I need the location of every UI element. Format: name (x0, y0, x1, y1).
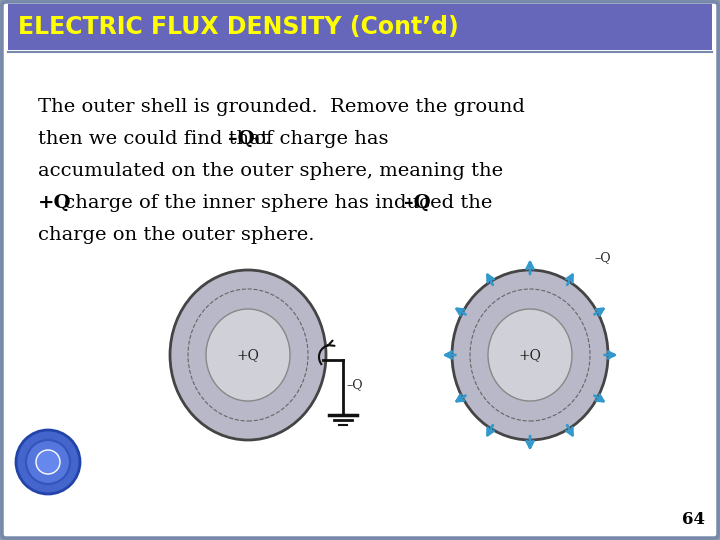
Text: 64: 64 (682, 511, 705, 529)
Ellipse shape (488, 309, 572, 401)
Ellipse shape (206, 309, 290, 401)
Text: then we could find that: then we could find that (38, 130, 275, 148)
Ellipse shape (452, 270, 608, 440)
Circle shape (36, 450, 60, 474)
Text: +Q: +Q (38, 194, 71, 212)
Text: –Q: –Q (595, 252, 611, 265)
Text: –Q: –Q (228, 130, 255, 148)
Text: The outer shell is grounded.  Remove the ground: The outer shell is grounded. Remove the … (38, 98, 525, 116)
Text: ELECTRIC FLUX DENSITY (Cont’d): ELECTRIC FLUX DENSITY (Cont’d) (18, 15, 459, 39)
Circle shape (16, 430, 80, 494)
Text: accumulated on the outer sphere, meaning the: accumulated on the outer sphere, meaning… (38, 162, 503, 180)
Text: –Q: –Q (346, 379, 363, 392)
Text: +Q: +Q (518, 348, 541, 362)
FancyBboxPatch shape (8, 4, 712, 50)
Text: charge on the outer sphere.: charge on the outer sphere. (38, 226, 315, 244)
Text: +Q: +Q (237, 348, 259, 362)
Text: of charge has: of charge has (248, 130, 389, 148)
Ellipse shape (170, 270, 326, 440)
Circle shape (26, 440, 70, 484)
Text: charge of the inner sphere has induced the: charge of the inner sphere has induced t… (58, 194, 499, 212)
Text: –Q: –Q (404, 194, 431, 212)
